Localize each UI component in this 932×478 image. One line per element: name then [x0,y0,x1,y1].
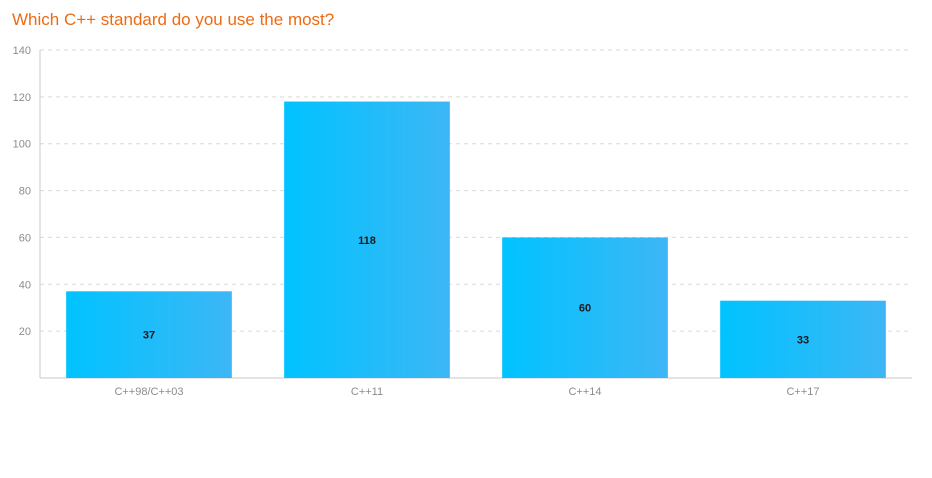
y-tick-label: 100 [13,139,31,151]
x-tick-label: C++14 [568,386,601,398]
bar [284,101,450,379]
x-tick-label: C++98/C++03 [114,386,183,398]
bars [66,101,886,379]
labels: 20 40 60 80 100 120 140 37 C++98/C++03 118 C++11 60… [13,45,820,398]
y-tick-label: 80 [19,186,31,198]
y-tick-label: 120 [13,92,31,104]
data-label: 37 [143,330,155,342]
x-tick-label: C++11 [351,386,383,398]
bar [502,237,668,378]
bar [66,291,232,378]
data-label: 118 [358,235,376,247]
y-tick-label: 20 [19,326,31,338]
y-tick-label: 60 [19,232,31,244]
chart-title: Which C++ standard do you use the most? [12,10,335,29]
data-label: 60 [579,303,591,315]
y-tick-label: 140 [13,45,31,57]
x-tick-label: C++17 [786,386,819,398]
y-tick-label: 40 [19,279,31,291]
bar [720,300,886,378]
data-label: 33 [797,334,809,346]
gridlines [40,49,912,332]
